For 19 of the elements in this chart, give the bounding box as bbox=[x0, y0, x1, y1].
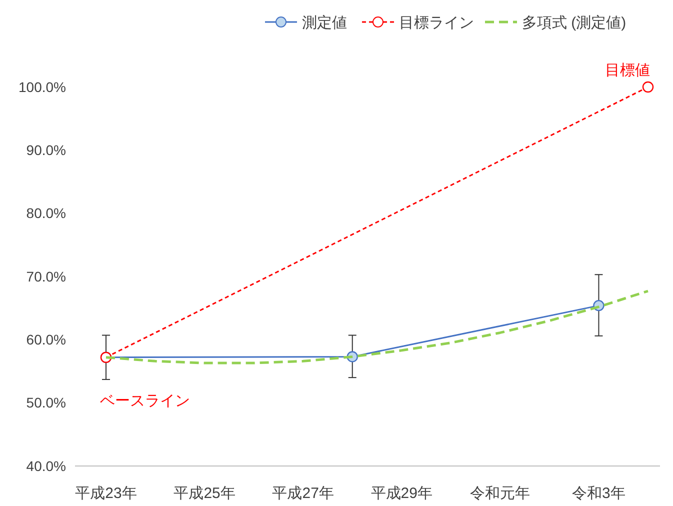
legend-label: 測定値 bbox=[302, 14, 347, 32]
y-tick-label: 90.0% bbox=[26, 142, 66, 158]
y-tick-label: 50.0% bbox=[26, 394, 66, 411]
x-tick-label: 平成29年 bbox=[370, 485, 432, 502]
legend-label: 多項式 (測定値) bbox=[522, 14, 626, 32]
y-tick-label: 70.0% bbox=[26, 268, 66, 284]
legend-label: 目標ライン bbox=[399, 14, 474, 32]
x-tick-label: 令和3年 bbox=[572, 485, 626, 502]
y-tick-label: 40.0% bbox=[26, 458, 66, 474]
y-tick-label: 60.0% bbox=[26, 332, 66, 348]
y-tick-label: 80.0% bbox=[26, 205, 66, 222]
x-tick-label: 令和元年 bbox=[470, 485, 530, 502]
y-tick-label: 100.0% bbox=[18, 78, 66, 95]
text: 目標値 bbox=[605, 62, 650, 79]
x-tick-label: 平成23年 bbox=[75, 485, 137, 502]
x-tick-label: 平成27年 bbox=[272, 485, 334, 502]
x-tick-label: 平成25年 bbox=[174, 485, 236, 502]
annotation: ベースライン bbox=[100, 392, 190, 410]
point bbox=[642, 81, 654, 93]
